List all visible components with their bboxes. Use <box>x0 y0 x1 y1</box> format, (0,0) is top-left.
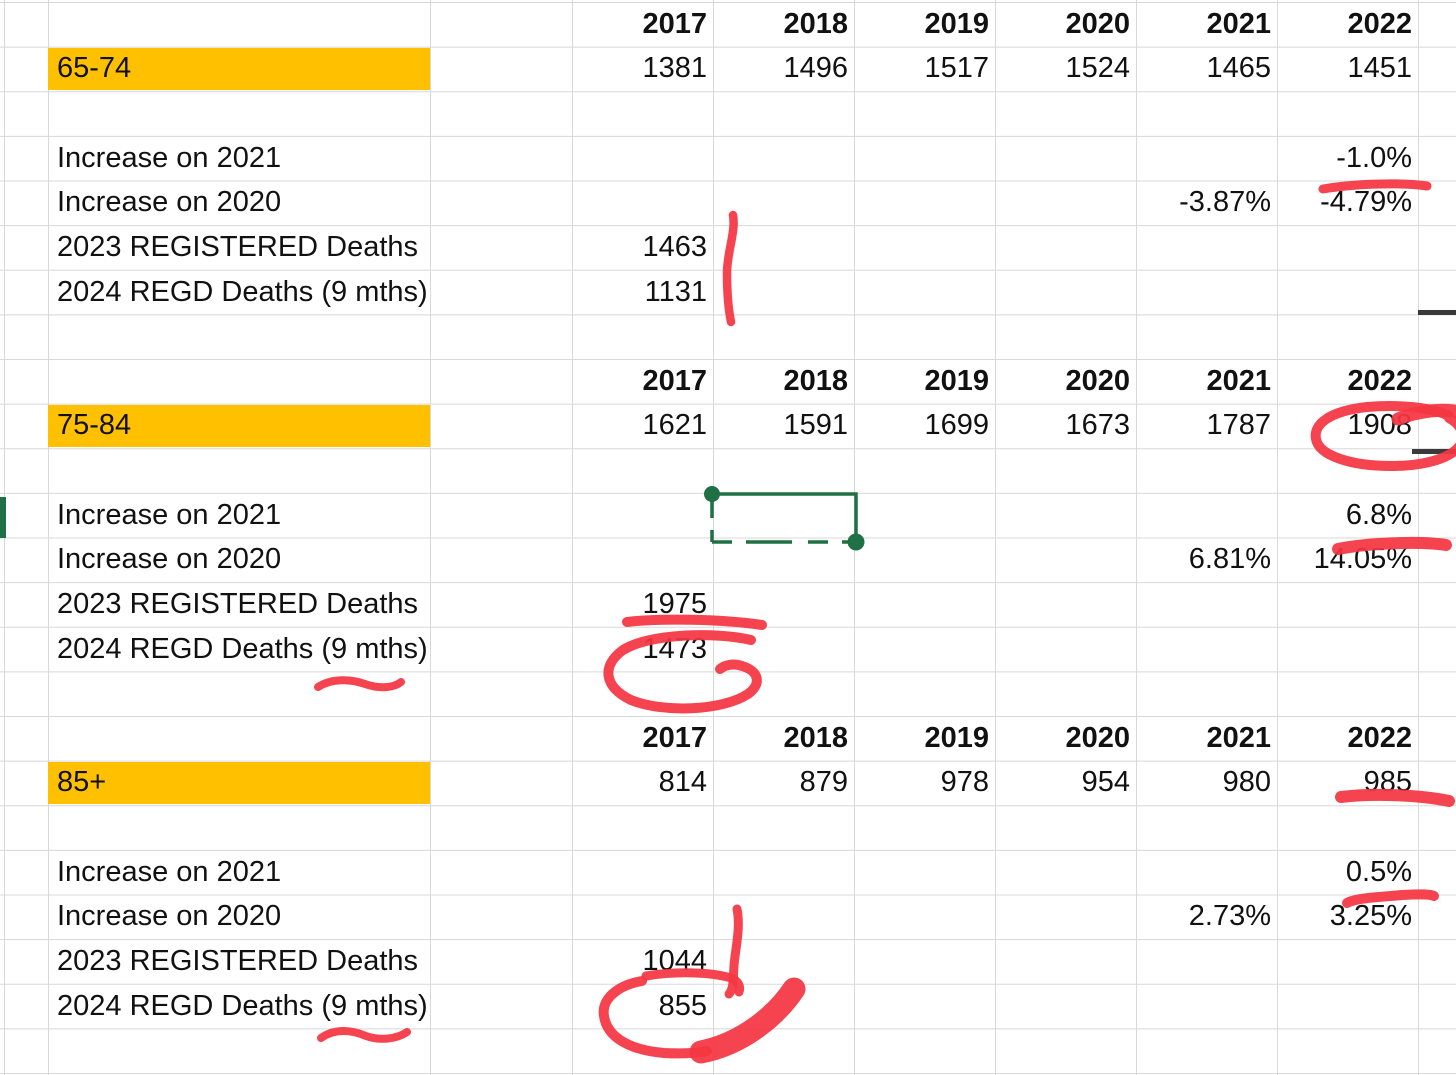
value-cell[interactable]: 1787 <box>1206 409 1271 442</box>
row-label-cell[interactable]: 2024 REGD Deaths (9 mths) <box>57 989 428 1022</box>
year-header-cell[interactable]: 2019 <box>924 721 989 754</box>
value-cell[interactable]: 1524 <box>1065 52 1130 85</box>
year-header-cell[interactable]: 2018 <box>783 721 848 754</box>
value-cell[interactable]: 980 <box>1222 766 1271 799</box>
year-header-cell[interactable]: 2020 <box>1065 721 1130 754</box>
pct-cell[interactable]: 0.5% <box>1345 855 1412 888</box>
section-65-74: 2017 2018 2019 2020 2021 2022 65-74 1381… <box>0 2 1456 359</box>
value-cell[interactable]: 1473 <box>642 632 707 665</box>
value-cell[interactable]: 855 <box>658 989 707 1022</box>
row-label-cell[interactable]: Increase on 2020 <box>57 543 282 576</box>
row-label-cell[interactable]: 2023 REGISTERED Deaths <box>57 230 419 263</box>
age-band-cell[interactable]: 75-84 <box>48 404 430 448</box>
section-75-84: 2017 2018 2019 2020 2021 2022 75-84 1621… <box>0 359 1456 716</box>
year-header-cell[interactable]: 2017 <box>642 7 707 40</box>
value-cell[interactable]: 1451 <box>1347 52 1412 85</box>
year-header-cell[interactable]: 2021 <box>1206 7 1271 40</box>
value-cell[interactable]: 1517 <box>924 52 989 85</box>
year-header-cell[interactable]: 2021 <box>1206 364 1271 397</box>
value-cell[interactable]: 1496 <box>783 52 848 85</box>
pct-cell[interactable]: 6.8% <box>1345 498 1412 531</box>
value-cell[interactable]: 1131 <box>644 275 707 308</box>
row-label-cell[interactable]: 2023 REGISTERED Deaths <box>57 587 419 620</box>
pct-cell[interactable]: -1.0% <box>1336 141 1412 174</box>
value-cell[interactable]: 954 <box>1081 766 1130 799</box>
year-header-cell[interactable]: 2022 <box>1347 721 1412 754</box>
pct-cell[interactable]: -3.87% <box>1179 186 1271 219</box>
row-label-cell[interactable]: Increase on 2020 <box>57 900 282 933</box>
year-header-cell[interactable]: 2017 <box>642 721 707 754</box>
year-header-cell[interactable]: 2019 <box>924 364 989 397</box>
value-cell[interactable]: 1621 <box>642 409 707 442</box>
section-85-plus: 2017 2018 2019 2020 2021 2022 85+ 814 87… <box>0 716 1456 1073</box>
pct-cell[interactable]: -4.79% <box>1320 186 1412 219</box>
row-label-cell[interactable]: 2024 REGD Deaths (9 mths) <box>57 632 428 665</box>
age-band-cell[interactable]: 65-74 <box>48 47 430 91</box>
year-header-cell[interactable]: 2017 <box>642 364 707 397</box>
year-header-cell[interactable]: 2019 <box>924 7 989 40</box>
value-cell[interactable]: 879 <box>799 766 848 799</box>
pct-cell[interactable]: 14.05% <box>1313 543 1412 576</box>
year-header-cell[interactable]: 2018 <box>783 7 848 40</box>
value-cell[interactable]: 1381 <box>642 52 707 85</box>
value-cell[interactable]: 1673 <box>1065 409 1130 442</box>
value-cell[interactable]: 1465 <box>1206 52 1271 85</box>
value-cell[interactable]: 1699 <box>924 409 989 442</box>
row-label-cell[interactable]: 2024 REGD Deaths (9 mths) <box>57 275 428 308</box>
year-header-cell[interactable]: 2022 <box>1347 7 1412 40</box>
value-cell[interactable]: 1908 <box>1347 409 1412 442</box>
pct-cell[interactable]: 3.25% <box>1329 900 1412 933</box>
pct-cell[interactable]: 6.81% <box>1188 543 1271 576</box>
row-label-cell[interactable]: Increase on 2020 <box>57 186 282 219</box>
year-header-cell[interactable]: 2020 <box>1065 7 1130 40</box>
row-label-cell[interactable]: Increase on 2021 <box>57 498 282 531</box>
value-cell[interactable]: 1591 <box>783 409 848 442</box>
value-cell[interactable]: 814 <box>658 766 707 799</box>
value-cell[interactable]: 978 <box>940 766 989 799</box>
value-cell[interactable]: 1463 <box>642 230 707 263</box>
year-header-cell[interactable]: 2020 <box>1065 364 1130 397</box>
value-cell[interactable]: 1975 <box>642 587 707 620</box>
row-label-cell[interactable]: Increase on 2021 <box>57 141 282 174</box>
year-header-cell[interactable]: 2022 <box>1347 364 1412 397</box>
age-band-cell[interactable]: 85+ <box>48 761 430 805</box>
row-label-cell[interactable]: 2023 REGISTERED Deaths <box>57 944 419 977</box>
value-cell[interactable]: 1044 <box>642 944 707 977</box>
year-header-cell[interactable]: 2021 <box>1206 721 1271 754</box>
row-label-cell[interactable]: Increase on 2021 <box>57 855 282 888</box>
value-cell[interactable]: 985 <box>1363 766 1412 799</box>
pct-cell[interactable]: 2.73% <box>1188 900 1271 933</box>
year-header-cell[interactable]: 2018 <box>783 364 848 397</box>
